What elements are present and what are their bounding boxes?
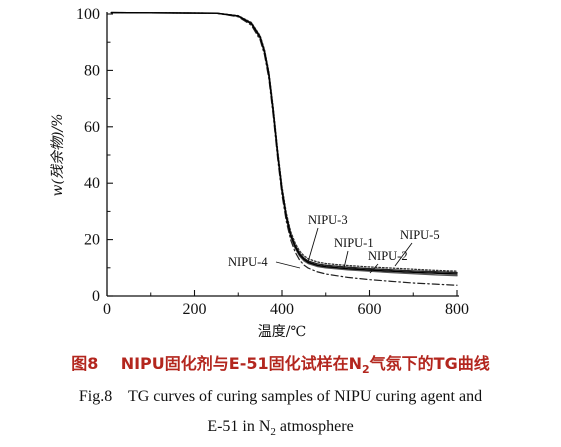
x-tick-label: 600 (358, 301, 382, 318)
series-label-leader-nipu-2 (369, 263, 379, 274)
series-label-nipu-1: NIPU-1 (334, 236, 374, 250)
caption-english-subscript: 2 (270, 426, 276, 439)
tg-chart: 0 200 400 600 800 0 20 40 60 80 100 温度/℃ w(残余物)/% NIP… (50, 6, 469, 340)
x-axis-label: 温度/℃ (258, 324, 306, 340)
y-tick-label: 20 (84, 232, 100, 249)
series-label-leader-nipu-4 (275, 261, 301, 269)
caption-english-line1: Fig.8 TG curves of curing samples of NIP… (0, 388, 561, 406)
x-tick-label: 400 (270, 301, 294, 318)
x-tick-label: 200 (183, 301, 207, 318)
series-label-nipu-3: NIPU-3 (308, 213, 348, 227)
caption-chinese-figure-number: 图8 (71, 354, 99, 373)
series-line-nipu-4 (110, 11, 458, 286)
series-line-nipu-3 (110, 11, 458, 272)
series-label-nipu-4: NIPU-4 (228, 255, 268, 269)
caption-english-suffix: atmosphere (275, 418, 354, 435)
x-tick-label: 800 (445, 301, 469, 318)
series-label-leader-nipu-1 (343, 250, 349, 269)
series-label-nipu-5: NIPU-5 (400, 228, 440, 242)
x-tick-label: 0 (103, 301, 111, 318)
series-label-leader-nipu-3 (307, 227, 319, 263)
y-tick-label: 40 (84, 175, 100, 192)
y-tick-label: 80 (84, 62, 100, 79)
y-axis-label: w(残余物)/% (50, 114, 66, 197)
series-label-nipu-2: NIPU-2 (368, 249, 408, 263)
caption-chinese: 图8 NIPU固化剂与E-51固化试样在N2气氛下的TG曲线 (0, 350, 561, 376)
y-tick-label: 0 (92, 288, 100, 305)
series-label-leader-nipu-5 (394, 242, 413, 267)
caption-english-line2: E-51 in N2 atmosphere (0, 418, 561, 438)
series-line-nipu-5 (110, 11, 458, 275)
caption-english-text1: Fig.8 TG curves of curing samples of NIP… (78, 388, 483, 405)
caption-chinese-suffix: 气氛下的TG曲线 (369, 354, 490, 373)
y-tick-label: 100 (76, 6, 100, 23)
caption-chinese-text: NIPU固化剂与E-51固化试样在N (120, 354, 362, 373)
caption-english-text2: E-51 in N (207, 418, 271, 435)
caption-chinese-subscript: 2 (362, 363, 370, 377)
y-tick-label: 60 (84, 119, 100, 136)
